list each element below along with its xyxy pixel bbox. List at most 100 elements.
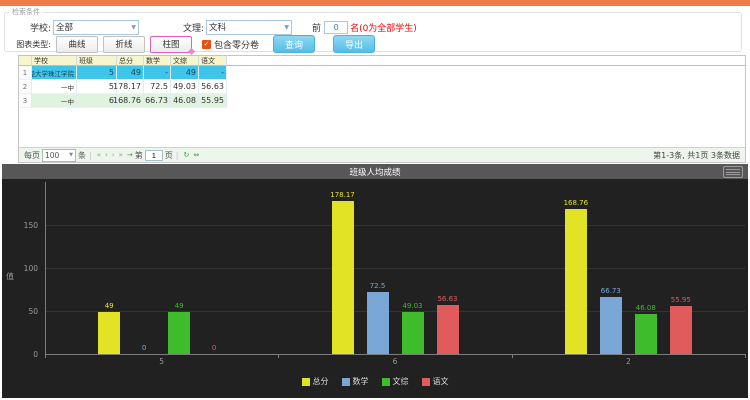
legend-swatch [301, 377, 310, 386]
y-tick-label: 0 [33, 350, 38, 359]
x-tick-mark [45, 354, 46, 358]
school-select-value: 全部 [56, 23, 74, 33]
last-page-icon[interactable]: » [118, 151, 123, 159]
header-filler [227, 56, 745, 66]
chart-type-label: 图表类型: [16, 39, 51, 49]
include-zero-checkbox[interactable]: ✓ [202, 39, 211, 49]
bar-文综 [401, 312, 424, 354]
cell-math: 66.73 [144, 94, 171, 108]
page-number-input[interactable] [144, 149, 163, 161]
math-column-header[interactable]: 数学 [144, 56, 171, 66]
pager-status: 第1-3条, 共1页 3条数据 [653, 150, 740, 160]
chart-menu-icon[interactable] [723, 166, 743, 178]
per-page-suffix: 条 [78, 150, 86, 160]
curve-chart-button[interactable]: 曲线 [56, 35, 98, 53]
filter-row-2: 图表类型: 曲线 折线 柱图 ✓ 包含零分卷 查询 导出 [5, 35, 741, 53]
stream-label: 文理: [183, 23, 205, 34]
chart-legend: 总分 数学 文综 语文 [2, 376, 748, 387]
x-axis-line [45, 354, 745, 355]
cell-arts: 49 [171, 66, 199, 80]
school-column-header[interactable]: 学校 [32, 56, 77, 66]
cell-num: 1 [19, 66, 32, 80]
chevron-down-icon: ▼ [69, 152, 73, 158]
legend-label: 总分 [312, 377, 329, 386]
bar-语文 [669, 306, 692, 354]
chinese-column-header[interactable]: 语文 [199, 56, 227, 66]
x-category-label: 6 [392, 357, 398, 366]
x-tick-mark [511, 354, 513, 358]
legend-item[interactable]: 总分 [301, 376, 329, 387]
grid-header-row: 学校 班级 总分 数学 文综 语文 [19, 56, 745, 66]
bar-chart-button[interactable]: 柱图 [150, 35, 192, 53]
cell-chinese: - [199, 66, 227, 80]
table-row[interactable]: 1财经大学珠江学院549-49- [19, 66, 745, 80]
cell-school: 财经大学珠江学院 [32, 66, 77, 80]
pager-separator: | [89, 150, 92, 160]
y-axis-title: 值 [6, 272, 14, 281]
legend-swatch [381, 377, 390, 386]
bar-value-label: 46.08 [635, 304, 656, 312]
table-row[interactable]: 2 一中 5 178.17 72.5 49.03 56.63 [19, 80, 745, 94]
export-button[interactable]: 导出 [333, 35, 376, 53]
cell-chinese: 55.95 [199, 94, 227, 108]
bar-value-label: 49 [174, 302, 184, 310]
legend-item[interactable]: 数学 [341, 376, 369, 387]
chevron-down-icon: ▼ [131, 23, 136, 31]
cell-class: 5 [77, 66, 117, 80]
first-page-icon[interactable]: « [96, 151, 101, 159]
chart-panel: 班级人均成绩 值 总分 数学 文综 语文 0 50 100 150 5 6 2 49 178.17 16… [2, 164, 748, 398]
page-label: 第 [134, 150, 143, 160]
refresh-icon[interactable]: ↻ [183, 151, 190, 159]
bar-value-label: 178.17 [330, 191, 355, 199]
go-page-icon[interactable]: → [126, 151, 133, 159]
bar-value-label: 56.63 [437, 295, 458, 303]
x-category-label: 2 [625, 357, 631, 366]
legend-label: 文综 [392, 377, 409, 386]
y-gridline [45, 268, 745, 269]
total-column-header[interactable]: 总分 [117, 56, 144, 66]
top-n-hint: 名(0为全部学生) [350, 23, 417, 34]
cell-chinese: 56.63 [199, 80, 227, 94]
expand-icon[interactable]: ⇔ [193, 151, 200, 159]
cell-total: 168.76 [113, 94, 144, 108]
top-n-input[interactable] [324, 20, 349, 34]
legend-swatch [421, 377, 430, 386]
bar-value-label: 49.03 [402, 302, 423, 310]
x-category-label: 5 [159, 357, 165, 366]
cell-total: 178.17 [113, 80, 144, 94]
bar-value-label: 0 [211, 344, 217, 352]
class-column-header[interactable]: 班级 [77, 56, 117, 66]
bar-value-label: 66.73 [600, 287, 621, 295]
y-tick-label: 50 [28, 307, 38, 316]
prev-page-icon[interactable]: ‹ [105, 151, 108, 159]
bar-数学 [599, 297, 622, 354]
y-gridline [45, 311, 745, 312]
cell-class: 6 [77, 94, 117, 108]
next-page-icon[interactable]: › [111, 151, 115, 159]
stream-select-value: 文科 [209, 23, 227, 33]
bar-数学 [366, 292, 389, 354]
chart-title: 班级人均成绩 [349, 167, 401, 178]
legend-item[interactable]: 文综 [381, 376, 409, 387]
arts-column-header[interactable]: 文综 [171, 56, 199, 66]
include-zero-label: 包含零分卷 [214, 40, 260, 51]
bar-value-label: 0 [141, 344, 147, 352]
per-page-select[interactable]: 100 ▼ [42, 148, 76, 162]
cell-math: - [144, 66, 171, 80]
table-row[interactable]: 3 一中 6 168.76 66.73 46.08 55.95 [19, 94, 745, 108]
line-chart-button[interactable]: 折线 [103, 35, 145, 53]
y-axis-line [45, 182, 46, 354]
cell-arts: 46.08 [171, 94, 199, 108]
chart-plot-area: 值 总分 数学 文综 语文 0 50 100 150 5 6 2 49 178.17 168.76 0 72… [2, 179, 748, 398]
legend-item[interactable]: 语文 [421, 376, 449, 387]
search-panel: 检索条件 学校: 全部 ▼ 文理: 文科 ▼ 前 名(0为全部学生) 图表类型:… [4, 7, 742, 53]
y-gridline [45, 225, 745, 226]
row-number-header [19, 56, 32, 66]
bar-文综 [168, 312, 191, 354]
school-select[interactable]: 全部 ▼ [53, 19, 139, 35]
pager-separator: | [175, 150, 179, 160]
query-button[interactable]: 查询 [273, 35, 316, 53]
top-accent-bar [0, 0, 750, 6]
cell-school: 一中 [32, 80, 77, 94]
stream-select[interactable]: 文科 ▼ [206, 19, 293, 35]
